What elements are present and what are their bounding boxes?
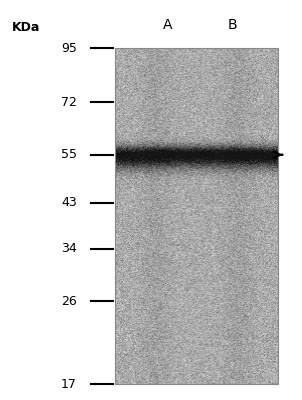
Text: 34: 34 — [61, 242, 77, 255]
Text: 72: 72 — [61, 96, 77, 109]
Text: 17: 17 — [61, 378, 77, 390]
Text: B: B — [228, 18, 237, 32]
Text: A: A — [163, 18, 172, 32]
Bar — [115, 48, 278, 384]
Text: 55: 55 — [61, 148, 77, 161]
Text: 95: 95 — [61, 42, 77, 54]
Text: 26: 26 — [61, 294, 77, 308]
Text: KDa: KDa — [12, 21, 40, 34]
Text: 43: 43 — [61, 196, 77, 209]
